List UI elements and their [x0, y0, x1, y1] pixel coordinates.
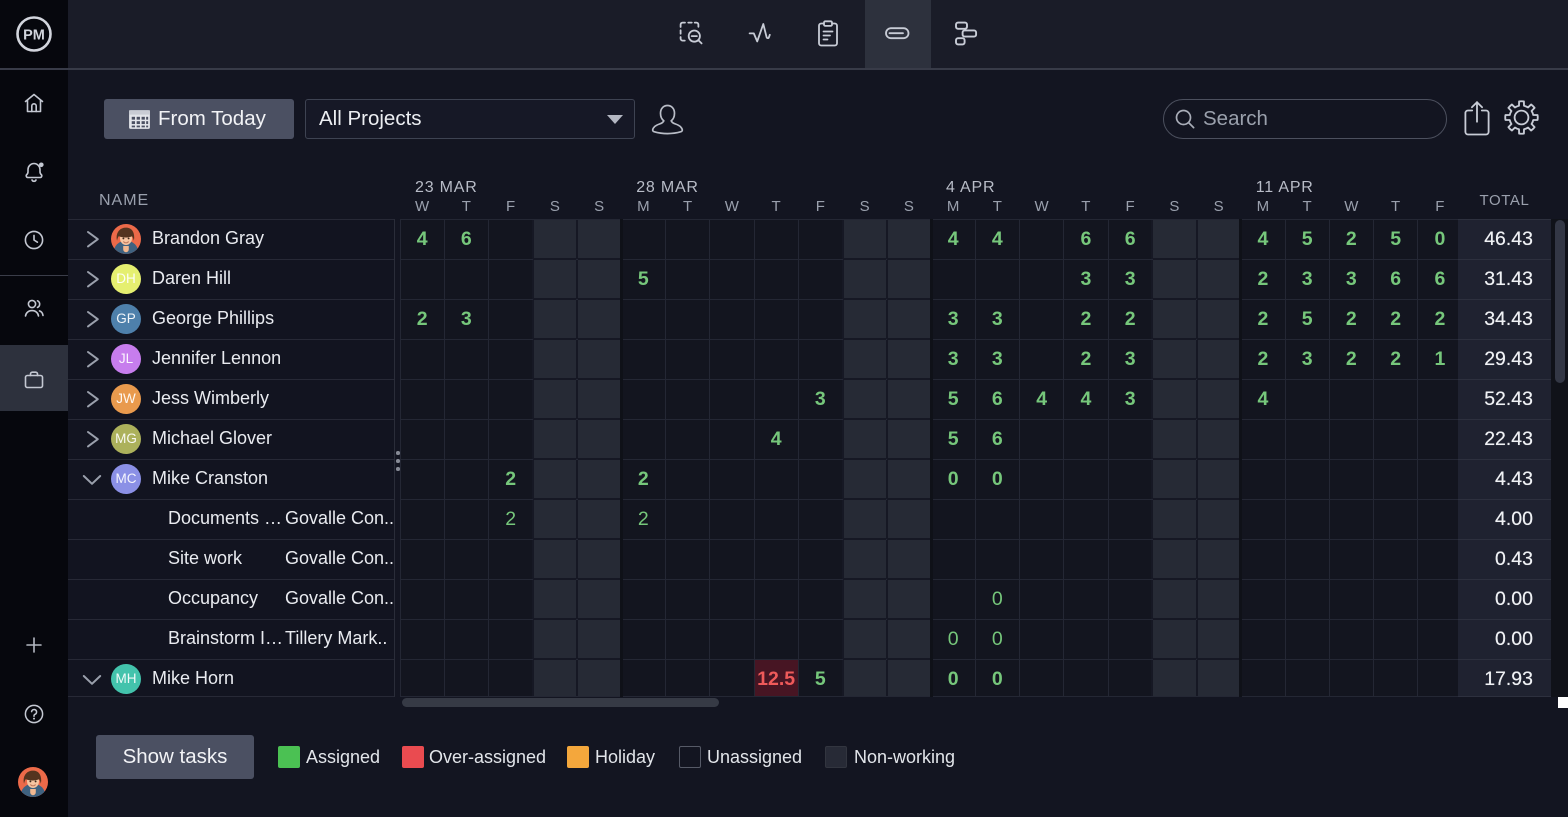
svg-text:PM: PM: [23, 28, 45, 44]
